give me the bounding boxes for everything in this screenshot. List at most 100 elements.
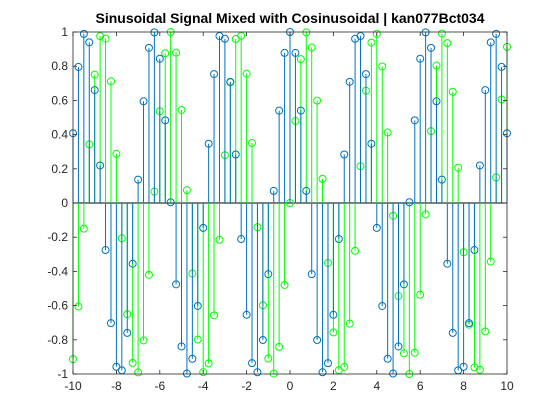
green-series-marker-38 [275,342,284,351]
x-tick-label-8: 6 [417,379,424,393]
blue-series-marker-34 [253,368,262,377]
blue-series-marker-12 [134,175,143,184]
blue-series-marker-26 [210,70,219,79]
green-series-marker-56 [372,29,381,38]
green-series-marker-23 [193,335,202,344]
blue-series-marker-76 [481,86,490,95]
blue-series-marker-18 [166,198,175,207]
green-series-marker-67 [432,61,441,70]
green-series-marker-52 [351,246,360,255]
blue-series-marker-63 [410,116,419,125]
blue-series-marker-67 [432,97,441,106]
blue-series-marker-74 [470,246,479,255]
y-tick-label-8: 0.6 [51,93,68,107]
blue-series-marker-68 [437,175,446,184]
blue-series-marker-10 [123,328,132,337]
blue-series-marker-38 [275,106,284,115]
green-series-marker-2 [79,224,88,233]
blue-series-marker-56 [372,223,381,232]
blue-series-marker-22 [188,354,197,363]
x-tick-label-9: 8 [460,379,467,393]
green-series-marker-55 [367,38,376,47]
blue-series-marker-5 [96,161,105,170]
green-series-marker-21 [182,186,191,195]
green-series-marker-17 [161,49,170,58]
blue-series-marker-28 [220,34,229,43]
blue-series-marker-49 [334,235,343,244]
blue-series-marker-25 [204,139,213,148]
blue-series-marker-66 [427,43,436,52]
green-series-marker-11 [128,358,137,367]
y-tick-label-2: -0.6 [47,299,68,313]
blue-series-marker-79 [497,62,506,71]
x-tick-label-6: 2 [330,379,337,393]
blue-series-marker-29 [226,77,235,86]
blue-series-marker-21 [182,369,191,378]
axis-layer: -10 -8 -6 -4 -2 0 2 4 6 8 10 -1 -0.8 -0.6 -0.4 -0.2 0 0.2… [47,25,514,393]
blue-series-marker-35 [258,335,267,344]
blue-series-marker-41 [291,48,300,57]
green-series-marker-13 [139,336,148,345]
green-series-marker-77 [486,257,495,266]
green-series-marker-26 [210,311,219,320]
y-tick-label-10: 1 [61,25,68,39]
blue-series-marker-46 [318,368,327,377]
blue-series-marker-70 [448,328,457,337]
blue-series-marker-77 [486,38,495,47]
x-tick-label-5: 0 [287,379,294,393]
x-tick-label-10: 10 [500,379,514,393]
blue-series-marker-59 [389,369,398,378]
blue-series-marker-73 [465,319,474,328]
x-tick-label-4: -2 [241,379,252,393]
y-tick-label-9: 0.8 [51,59,68,73]
y-tick-label-1: -0.8 [47,333,68,347]
blue-series-marker-64 [416,54,425,63]
green-series-marker-44 [307,43,316,52]
green-series-marker-32 [242,69,251,78]
x-tick-label-3: -4 [198,379,209,393]
green-series-marker-65 [421,210,430,219]
blue-series-marker-60 [394,342,403,351]
blue-series-marker-24 [199,223,208,232]
y-tick-label-4: -0.2 [47,230,68,244]
blue-series-marker-17 [161,116,170,125]
blue-series-marker-54 [361,70,370,79]
green-series-marker-20 [177,105,186,114]
blue-series-marker-51 [345,77,354,86]
blue-series-marker-23 [193,301,202,310]
green-series-marker-12 [134,368,143,377]
blue-series-marker-62 [405,198,414,207]
blue-series-marker-39 [280,48,289,57]
green-series-marker-57 [378,62,387,71]
green-series-marker-70 [448,87,457,96]
green-series-marker-7 [106,77,115,86]
blue-series-marker-2 [79,29,88,38]
blue-series-marker-75 [475,161,484,170]
blue-series-marker-32 [242,310,251,319]
green-series-marker-48 [329,328,338,337]
green-series-marker-68 [437,29,446,38]
blue-series-marker-58 [383,354,392,363]
blue-series-marker-7 [106,319,115,328]
blue-series-marker-44 [307,270,316,279]
x-tick-label-7: 4 [373,379,380,393]
green-series-marker-19 [172,48,181,57]
green-series-marker-76 [481,327,490,336]
x-tick-label-1: -8 [111,379,122,393]
green-series-marker-36 [264,354,273,363]
green-series-marker-69 [443,39,452,48]
y-tick-label-0: -1 [57,367,68,381]
green-series-marker-4 [90,70,99,79]
blue-series-marker-16 [155,54,164,63]
green-series-marker-5 [96,32,105,41]
chart-title: Sinusoidal Signal Mixed with Cosinusoida… [95,10,484,26]
blue-series-marker-11 [128,259,137,268]
blue-series-marker-36 [264,270,273,279]
green-series-marker-45 [313,96,322,105]
green-series-marker-75 [475,365,484,374]
y-tick-label-3: -0.4 [47,264,68,278]
green-series-marker-37 [269,369,278,378]
green-series-marker-46 [318,174,327,183]
